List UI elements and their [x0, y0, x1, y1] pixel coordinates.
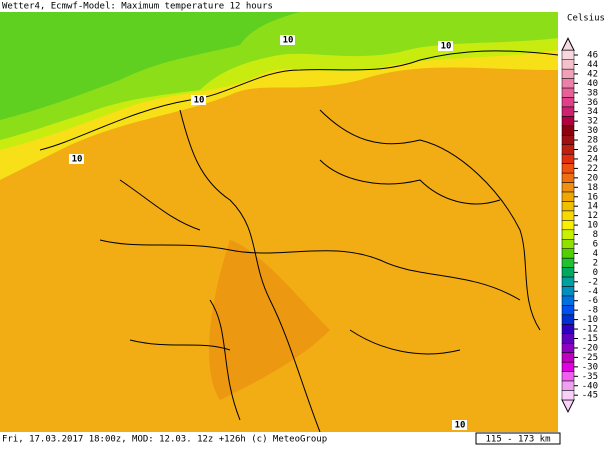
legend-swatch: [561, 144, 575, 155]
legend-label: 14: [587, 202, 598, 212]
legend-swatch: [561, 59, 575, 70]
legend-swatch: [561, 276, 575, 287]
legend-label: -4: [587, 287, 598, 297]
map: 10 10 10 10 10: [0, 12, 559, 433]
legend-swatch: [561, 239, 575, 249]
legend-swatch: [561, 163, 575, 174]
legend-label: -8: [587, 306, 598, 316]
legend-swatch: [561, 361, 575, 372]
legend: Celsius 46444240383634323028262422201816…: [561, 14, 605, 414]
legend-label: 18: [587, 183, 598, 193]
legend-label: 46: [587, 51, 598, 61]
legend-label: 40: [587, 79, 598, 89]
legend-label: 10: [587, 221, 598, 231]
contour-label-bg: [438, 41, 453, 51]
legend-label: 34: [587, 107, 598, 117]
contour-label-bg: [280, 35, 295, 45]
legend-swatch: [561, 97, 575, 108]
legend-label: -6: [587, 296, 598, 306]
contour-label-bg: [191, 95, 206, 105]
legend-swatch: [561, 68, 575, 79]
legend-label: 36: [587, 98, 598, 108]
legend-swatch: [561, 78, 575, 89]
header-title: Wetter4, Ecmwf-Model: Maximum temperatur…: [2, 2, 273, 12]
legend-swatch: [561, 125, 575, 136]
legend-label: -25: [582, 353, 598, 363]
legend-label: 30: [587, 126, 598, 136]
footer-text: Fri, 17.03.2017 18:00z, MOD: 12.03. 12z …: [2, 435, 327, 445]
legend-label: 26: [587, 145, 598, 155]
legend-label: 44: [587, 60, 598, 70]
scale-box: [475, 432, 561, 445]
legend-swatch: [561, 333, 575, 344]
legend-swatch: [561, 248, 575, 259]
legend-label: 0: [593, 268, 598, 278]
legend-swatch: [561, 390, 575, 401]
legend-label: 32: [587, 117, 598, 127]
legend-swatch: [561, 371, 575, 382]
legend-label: 4: [593, 249, 598, 259]
contour-label-bg: [69, 154, 84, 164]
legend-swatch: [561, 380, 575, 391]
legend-swatch: [561, 257, 575, 268]
legend-label: -30: [582, 362, 598, 372]
contour-label: 10: [72, 155, 83, 165]
legend-swatch: [561, 153, 575, 164]
legend-swatch: [561, 324, 575, 335]
legend-label: 16: [587, 192, 598, 202]
legend-label: -35: [582, 372, 598, 382]
legend-swatch: [561, 295, 575, 306]
legend-label: 6: [593, 240, 598, 250]
contour-label: 10: [441, 42, 452, 52]
legend-swatch: [561, 50, 575, 60]
legend-swatch: [561, 172, 575, 183]
sea-zone: [0, 12, 300, 120]
legend-swatch: [561, 210, 575, 221]
legend-label: 2: [593, 258, 598, 268]
legend-label: -12: [582, 325, 598, 335]
legend-swatch: [561, 116, 575, 127]
legend-swatch: [561, 229, 575, 240]
legend-label: 8: [593, 230, 598, 240]
legend-label: -2: [587, 277, 598, 287]
contour-label-bg: [452, 420, 467, 430]
legend-label: 22: [587, 164, 598, 174]
legend-swatch: [561, 135, 575, 146]
legend-swatch: [561, 305, 575, 316]
legend-swatch: [561, 182, 575, 193]
legend-label: -10: [582, 315, 598, 325]
legend-swatch: [561, 220, 575, 231]
legend-label: 24: [587, 154, 598, 164]
legend-label: -45: [582, 391, 598, 401]
legend-swatch: [561, 201, 575, 212]
legend-swatch: [561, 286, 575, 297]
legend-label: 28: [587, 136, 598, 146]
hot-zone: [209, 240, 330, 400]
legend-swatch: [561, 106, 575, 117]
legend-label: -15: [582, 334, 598, 344]
legend-label: 12: [587, 211, 598, 221]
scale-label: 115 - 173 km: [485, 435, 550, 445]
borders: [39, 50, 559, 433]
legend-label: 20: [587, 173, 598, 183]
legend-swatch: [561, 352, 575, 363]
legend-label: -20: [582, 343, 598, 353]
legend-swatch: [561, 267, 575, 278]
legend-swatch: [561, 314, 575, 325]
legend-label: 42: [587, 69, 598, 79]
legend-title: Celsius: [567, 14, 605, 24]
contour-label: 10: [283, 36, 294, 46]
legend-label: -40: [582, 381, 598, 391]
footer-bar: [0, 432, 612, 446]
legend-swatch: [561, 342, 575, 353]
legend-swatch: [561, 191, 575, 202]
legend-label: 38: [587, 88, 598, 98]
contour-label: 10: [194, 96, 205, 106]
legend-swatch: [561, 87, 575, 98]
contour-label: 10: [455, 421, 466, 431]
